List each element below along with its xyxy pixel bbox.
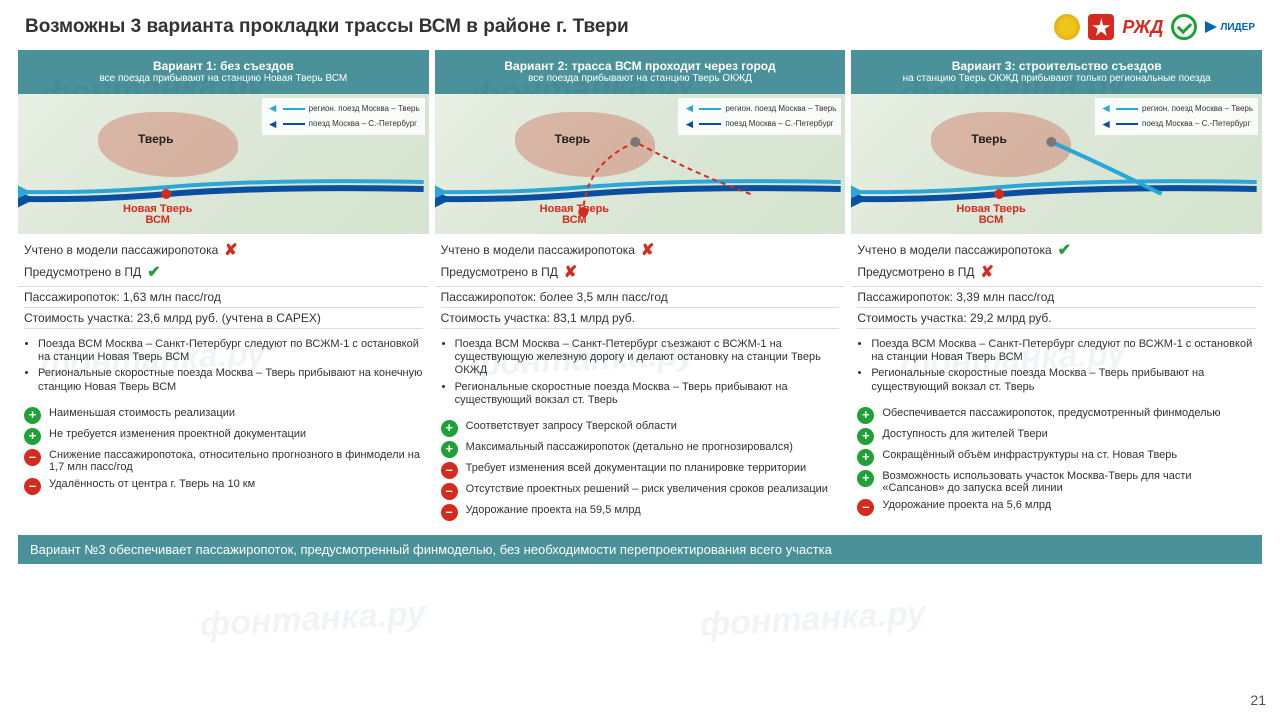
variant-header: Вариант 3: строительство съездов на стан…: [851, 50, 1262, 94]
minus-icon: –: [24, 449, 41, 466]
station-label: Новая ТверьВСМ: [540, 204, 609, 226]
minus-icon: –: [441, 504, 458, 521]
pro-row: +Сокращённый объём инфраструктуры на ст.…: [857, 449, 1256, 466]
bullets: Поезда ВСМ Москва – Санкт-Петербург след…: [851, 329, 1262, 403]
pro-row: +Возможность использовать участок Москва…: [857, 470, 1256, 495]
lider-logo: ЛИДЕР: [1205, 12, 1255, 42]
con-row: –Удорожание проекта на 59,5 млрд: [441, 504, 840, 521]
bullets: Поезда ВСМ Москва – Санкт-Петербург съез…: [435, 329, 846, 416]
pro-row: +Соответствует запросу Тверской области: [441, 420, 840, 437]
slide-header: Возможны 3 варианта прокладки трассы ВСМ…: [0, 0, 1280, 50]
variant-2: Вариант 2: трасса ВСМ проходит через гор…: [435, 50, 846, 529]
proscons: +Наименьшая стоимость реализации +Не треб…: [18, 403, 429, 503]
minus-icon: –: [24, 478, 41, 495]
bullet: Региональные скоростные поезда Москва – …: [38, 367, 423, 393]
bullet: Региональные скоростные поезда Москва – …: [871, 367, 1256, 393]
plus-icon: +: [857, 470, 874, 487]
logo-row: РЖД ЛИДЕР: [1054, 12, 1255, 42]
pro-row: +Обеспечивается пассажиропоток, предусмо…: [857, 407, 1256, 424]
proscons: +Соответствует запросу Тверской области+…: [435, 416, 846, 529]
plus-icon: +: [441, 441, 458, 458]
pro-row: +Доступность для жителей Твери: [857, 428, 1256, 445]
proscons: +Обеспечивается пассажиропоток, предусмо…: [851, 403, 1262, 524]
minus-icon: –: [441, 483, 458, 500]
stat-flow: Пассажиропоток: 1,63 млн пасс/год: [24, 287, 423, 308]
stat-cost: Стоимость участка: 23,6 млрд руб. (учтен…: [24, 308, 423, 329]
bullet: Поезда ВСМ Москва – Санкт-Петербург съез…: [455, 338, 840, 378]
minus-icon: –: [441, 462, 458, 479]
moscow-icon: [1088, 14, 1114, 40]
plus-icon: +: [857, 407, 874, 424]
checks: Учтено в модели пассажиропотока✘ Предусм…: [435, 234, 846, 286]
bullets: Поезда ВСМ Москва – Санкт-Петербург след…: [18, 329, 429, 403]
stats: Пассажиропоток: 3,39 млн пасс/год Стоимо…: [851, 286, 1262, 329]
route-map: Тверь ◄регион. поезд Москва – Тверь ◄пое…: [435, 94, 846, 234]
footer-bar: Вариант №3 обеспечивает пассажиропоток, …: [18, 535, 1262, 564]
stats: Пассажиропоток: 1,63 млн пасс/год Стоимо…: [18, 286, 429, 329]
checks: Учтено в модели пассажиропотока✘ Предусм…: [18, 234, 429, 286]
emblem-icon: [1054, 14, 1080, 40]
con-row: –Удорожание проекта на 5,6 млрд: [857, 499, 1256, 516]
stat-flow: Пассажиропоток: более 3,5 млн пасс/год: [441, 287, 840, 308]
plus-icon: +: [857, 449, 874, 466]
con-row: –Отсутствие проектных решений – риск уве…: [441, 483, 840, 500]
stat-cost: Стоимость участка: 83,1 млрд руб.: [441, 308, 840, 329]
stats: Пассажиропоток: более 3,5 млн пасс/год С…: [435, 286, 846, 329]
variant-1: Вариант 1: без съездов все поезда прибыв…: [18, 50, 429, 529]
page-number: 21: [1250, 692, 1266, 708]
checks: Учтено в модели пассажиропотока✔ Предусм…: [851, 234, 1262, 286]
route-map: Тверь ◄регион. поезд Москва – Тверь ◄пое…: [18, 94, 429, 234]
variant-subtitle: все поезда прибывают на станцию Новая Тв…: [26, 73, 421, 85]
station-label: Новая ТверьВСМ: [956, 204, 1025, 226]
variant-subtitle: на станцию Тверь ОКЖД прибывают только р…: [859, 73, 1254, 85]
rzd-logo: РЖД: [1122, 12, 1163, 42]
plus-icon: +: [441, 420, 458, 437]
con-row: –Снижение пассажиропотока, относительно …: [24, 449, 423, 474]
variants-row: Вариант 1: без съездов все поезда прибыв…: [0, 50, 1280, 529]
variant-title: Вариант 3: строительство съездов: [859, 59, 1254, 73]
variant-title: Вариант 1: без съездов: [26, 59, 421, 73]
variant-subtitle: все поезда прибывают на станцию Тверь ОК…: [443, 73, 838, 85]
con-row: –Удалённость от центра г. Тверь на 10 км: [24, 478, 423, 495]
variant-header: Вариант 2: трасса ВСМ проходит через гор…: [435, 50, 846, 94]
page-title: Возможны 3 варианта прокладки трассы ВСМ…: [25, 16, 629, 38]
bullet: Поезда ВСМ Москва – Санкт-Петербург след…: [871, 338, 1256, 364]
con-row: –Требует изменения всей документации по …: [441, 462, 840, 479]
pro-row: +Максимальный пассажиропоток (детально н…: [441, 441, 840, 458]
plus-icon: +: [24, 428, 41, 445]
stat-flow: Пассажиропоток: 3,39 млн пасс/год: [857, 287, 1256, 308]
stat-cost: Стоимость участка: 29,2 млрд руб.: [857, 308, 1256, 329]
sber-icon: [1171, 14, 1197, 40]
variant-title: Вариант 2: трасса ВСМ проходит через гор…: [443, 59, 838, 73]
station-label: Новая ТверьВСМ: [123, 204, 192, 226]
pro-row: +Наименьшая стоимость реализации: [24, 407, 423, 424]
plus-icon: +: [857, 428, 874, 445]
variant-3: Вариант 3: строительство съездов на стан…: [851, 50, 1262, 529]
variant-header: Вариант 1: без съездов все поезда прибыв…: [18, 50, 429, 94]
minus-icon: –: [857, 499, 874, 516]
bullet: Поезда ВСМ Москва – Санкт-Петербург след…: [38, 338, 423, 364]
plus-icon: +: [24, 407, 41, 424]
bullet: Региональные скоростные поезда Москва – …: [455, 381, 840, 407]
route-map: Тверь ◄регион. поезд Москва – Тверь ◄пое…: [851, 94, 1262, 234]
pro-row: +Не требуется изменения проектной докуме…: [24, 428, 423, 445]
